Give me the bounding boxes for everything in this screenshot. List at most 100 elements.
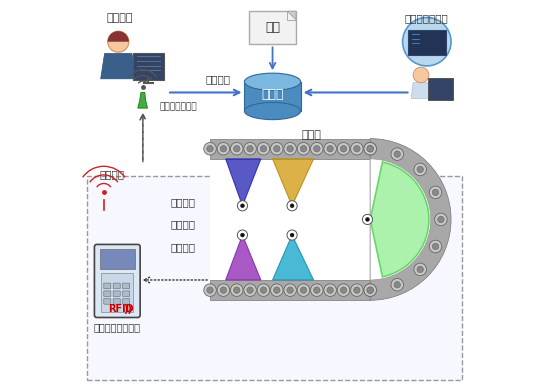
Circle shape [432,189,439,196]
Circle shape [220,145,227,152]
Wedge shape [370,139,451,300]
Circle shape [327,145,333,152]
Text: 生产调度: 生产调度 [107,13,133,23]
Circle shape [300,287,307,293]
Polygon shape [226,235,261,280]
Circle shape [417,166,423,173]
Circle shape [351,284,363,296]
Circle shape [290,233,294,237]
Circle shape [217,142,229,155]
Text: 人员信息: 人员信息 [170,197,195,207]
Circle shape [394,151,401,157]
FancyBboxPatch shape [104,299,111,304]
Circle shape [429,240,442,253]
Polygon shape [100,53,136,79]
Circle shape [220,287,227,293]
FancyBboxPatch shape [113,291,120,296]
Polygon shape [210,159,370,280]
Polygon shape [411,83,431,98]
Circle shape [394,281,401,288]
Polygon shape [210,139,370,159]
Polygon shape [244,82,301,111]
Circle shape [287,201,297,211]
Text: )): )) [124,304,132,314]
FancyBboxPatch shape [408,30,446,55]
Circle shape [207,145,214,152]
Circle shape [414,263,427,276]
Ellipse shape [244,102,301,120]
Circle shape [233,145,240,152]
Text: 数据库: 数据库 [261,88,284,101]
Circle shape [247,145,253,152]
Circle shape [391,278,404,291]
Circle shape [340,145,347,152]
FancyBboxPatch shape [113,283,120,289]
Text: 有线网络: 有线网络 [205,74,231,84]
FancyBboxPatch shape [428,78,453,100]
Circle shape [402,18,451,66]
Circle shape [313,145,320,152]
Circle shape [287,145,293,152]
Circle shape [364,142,377,155]
Circle shape [351,142,363,155]
Text: 工单: 工单 [265,21,280,34]
Circle shape [367,145,373,152]
Circle shape [435,213,447,226]
Circle shape [273,145,280,152]
Circle shape [413,67,429,83]
Circle shape [429,186,442,199]
Polygon shape [226,159,261,206]
Circle shape [297,142,310,155]
Circle shape [354,287,360,293]
Wedge shape [370,162,429,277]
Circle shape [324,284,337,296]
Circle shape [271,142,283,155]
FancyBboxPatch shape [94,245,140,318]
Circle shape [231,284,243,296]
Circle shape [337,142,350,155]
Text: 无线信号: 无线信号 [99,169,124,180]
Circle shape [311,142,323,155]
Circle shape [204,142,216,155]
Polygon shape [272,159,313,206]
Polygon shape [287,11,296,20]
Circle shape [364,142,377,155]
Circle shape [233,287,240,293]
Circle shape [204,284,216,296]
Circle shape [290,204,294,208]
Circle shape [257,284,270,296]
Circle shape [260,145,267,152]
Circle shape [364,284,377,296]
Circle shape [297,284,310,296]
Text: 产量信息: 产量信息 [170,242,195,252]
Circle shape [367,145,373,152]
Circle shape [284,284,296,296]
Text: RFID: RFID [109,304,134,314]
Wedge shape [108,31,129,42]
Circle shape [284,142,296,155]
FancyBboxPatch shape [133,53,164,80]
Text: 工时信息: 工时信息 [170,220,195,229]
Circle shape [324,142,337,155]
Circle shape [313,287,320,293]
Circle shape [364,284,377,296]
Polygon shape [210,280,370,300]
Circle shape [327,287,333,293]
Circle shape [257,142,270,155]
Circle shape [366,218,369,221]
Circle shape [414,163,427,176]
Circle shape [337,284,350,296]
Circle shape [273,287,280,293]
Circle shape [247,287,253,293]
Circle shape [271,284,283,296]
FancyBboxPatch shape [249,11,296,44]
Text: 成本、绩效计算: 成本、绩效计算 [405,13,449,23]
Circle shape [237,230,248,240]
Wedge shape [370,159,431,280]
Bar [87,176,462,379]
Circle shape [311,284,323,296]
Circle shape [108,31,129,52]
Circle shape [362,214,373,225]
Circle shape [260,287,267,293]
Circle shape [240,233,244,237]
